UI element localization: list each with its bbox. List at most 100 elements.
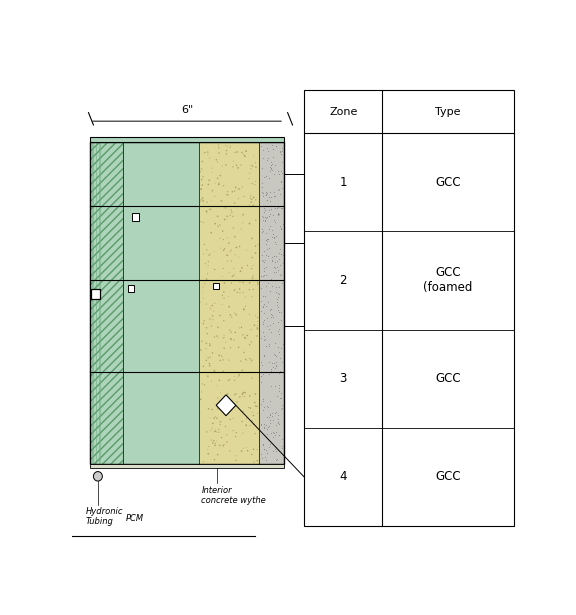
Point [273,295,282,304]
Point [215,171,225,181]
Point [270,349,279,359]
Point [245,285,254,295]
Point [247,191,256,200]
Point [262,244,271,254]
Point [263,146,272,156]
Point [211,178,220,188]
Point [277,434,286,444]
Point [259,212,268,222]
Point [276,223,285,233]
Point [196,297,206,307]
Point [207,196,216,206]
Point [220,333,229,343]
Bar [132,213,139,221]
Point [219,235,228,245]
Point [249,284,258,294]
Point [202,299,211,309]
Point [199,218,208,228]
Point [274,265,283,275]
Point [275,430,284,440]
Point [245,219,255,229]
Point [213,450,222,459]
Bar [90,143,123,464]
Point [206,303,215,313]
Point [253,408,263,418]
Point [267,256,276,266]
Point [278,441,287,451]
Point [271,362,280,371]
Point [230,250,240,260]
Point [245,193,255,203]
Point [212,155,221,165]
Point [271,263,280,273]
Point [259,405,268,415]
Point [238,443,248,453]
Point [260,444,269,454]
Point [268,210,278,220]
Bar [128,285,134,292]
Point [204,442,214,451]
Point [269,233,278,243]
Point [277,393,286,403]
Bar [96,143,97,464]
Bar [90,143,123,464]
Point [248,416,257,426]
Point [250,398,259,408]
Point [257,357,266,367]
Point [219,330,229,340]
Point [259,203,268,213]
Point [236,356,245,366]
Point [205,361,214,371]
Point [263,424,272,434]
Point [263,212,272,221]
Point [260,445,269,454]
Point [259,172,268,182]
Point [202,300,211,309]
Point [274,418,283,427]
Point [238,218,248,228]
Point [271,408,280,418]
Point [259,153,268,163]
Point [241,354,250,364]
Point [242,331,252,341]
Point [272,297,281,307]
Point [227,278,236,288]
Point [208,348,217,358]
Point [266,320,275,330]
Point [277,405,286,415]
Point [226,335,236,344]
Point [219,181,228,191]
Point [262,190,271,200]
Point [228,413,237,423]
Point [270,161,279,170]
Point [268,427,278,437]
Point [278,219,287,229]
Point [278,203,287,213]
Point [217,196,226,206]
Point [232,310,241,320]
Point [274,302,283,312]
Point [258,328,267,338]
Point [264,276,274,285]
Point [275,189,285,199]
Point [270,252,279,261]
Point [262,313,271,323]
Point [232,451,241,461]
Point [272,251,281,261]
Point [266,163,275,173]
Point [243,446,252,456]
Text: GCC
(foamed: GCC (foamed [423,266,473,295]
Point [268,255,277,264]
Point [271,282,280,292]
Point [229,223,238,233]
Point [206,352,215,362]
Point [206,249,215,259]
Point [248,274,257,284]
Point [276,307,285,317]
Point [220,392,229,402]
Point [264,402,273,412]
Point [262,401,271,411]
Point [272,367,282,377]
Point [259,266,268,276]
Point [278,400,287,410]
